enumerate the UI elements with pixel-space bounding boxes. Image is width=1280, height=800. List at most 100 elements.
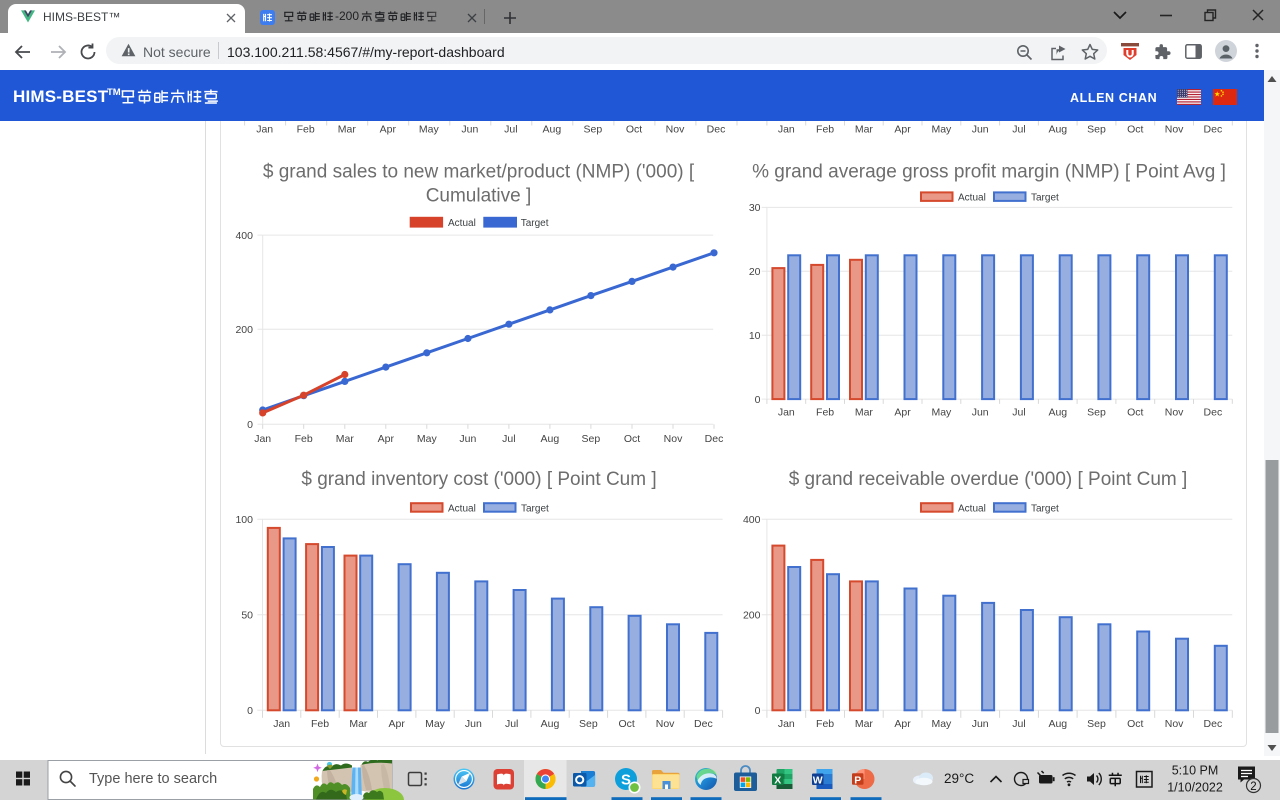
svg-text:Dec: Dec <box>707 123 726 135</box>
svg-text:50: 50 <box>241 610 253 622</box>
svg-text:Mar: Mar <box>855 407 874 419</box>
svg-text:Aug: Aug <box>541 433 560 445</box>
svg-text:Dec: Dec <box>705 433 724 445</box>
svg-text:Aug: Aug <box>1048 407 1067 419</box>
svg-text:200: 200 <box>743 610 761 622</box>
svg-text:200: 200 <box>235 324 253 336</box>
svg-text:Mar: Mar <box>349 718 368 730</box>
svg-text:Sep: Sep <box>1087 718 1106 730</box>
svg-text:Feb: Feb <box>295 433 313 445</box>
svg-text:Apr: Apr <box>378 433 395 445</box>
svg-text:Aug: Aug <box>1048 123 1067 135</box>
svg-text:Nov: Nov <box>656 718 675 730</box>
svg-text:Mar: Mar <box>855 718 874 730</box>
svg-text:Mar: Mar <box>336 433 355 445</box>
svg-text:Nov: Nov <box>666 123 685 135</box>
svg-text:Actual: Actual <box>958 503 986 514</box>
svg-text:P: P <box>854 774 861 786</box>
svg-text:Aug: Aug <box>541 718 560 730</box>
svg-text:Oct: Oct <box>1127 718 1143 730</box>
svg-text:Jun: Jun <box>972 407 989 419</box>
svg-text:% grand average gross profit m: % grand average gross profit margin (NMP… <box>752 161 1226 182</box>
svg-text:Dec: Dec <box>1204 407 1223 419</box>
svg-text:0: 0 <box>755 705 761 717</box>
svg-text:Jul: Jul <box>1012 407 1025 419</box>
svg-text:0: 0 <box>247 705 253 717</box>
svg-text:Feb: Feb <box>311 718 329 730</box>
svg-text:Dec: Dec <box>694 718 713 730</box>
svg-text:Feb: Feb <box>816 123 834 135</box>
svg-text:Target: Target <box>1031 193 1059 204</box>
svg-text:Nov: Nov <box>664 433 683 445</box>
svg-text:100: 100 <box>235 514 253 526</box>
svg-text:May: May <box>425 718 446 730</box>
svg-text:Jul: Jul <box>504 123 517 135</box>
svg-text:Actual: Actual <box>448 503 476 514</box>
svg-text:Sep: Sep <box>584 123 603 135</box>
svg-text:400: 400 <box>743 514 761 526</box>
svg-text:Cumulative ]: Cumulative ] <box>426 186 532 207</box>
svg-text:Jan: Jan <box>273 718 290 730</box>
svg-text:Jun: Jun <box>972 718 989 730</box>
svg-text:Apr: Apr <box>389 718 406 730</box>
svg-text:Type here to search: Type here to search <box>89 771 217 787</box>
svg-text:Feb: Feb <box>816 718 834 730</box>
svg-text:$ grand receivable overdue ('0: $ grand receivable overdue ('000) [ Poin… <box>789 469 1188 490</box>
svg-text:Nov: Nov <box>1165 718 1184 730</box>
svg-text:Mar: Mar <box>855 123 874 135</box>
svg-text:10: 10 <box>749 330 761 342</box>
svg-text:Jun: Jun <box>461 123 478 135</box>
svg-text:Actual: Actual <box>448 218 476 229</box>
svg-text:Jan: Jan <box>254 433 271 445</box>
svg-text:29°C: 29°C <box>944 771 974 786</box>
svg-text:W: W <box>813 775 823 787</box>
svg-text:$ grand inventory cost ('000): $ grand inventory cost ('000) [ Point Cu… <box>301 469 656 490</box>
svg-text:Jul: Jul <box>1012 718 1025 730</box>
svg-text:Mar: Mar <box>338 123 357 135</box>
svg-text:Apr: Apr <box>894 407 911 419</box>
svg-text:400: 400 <box>235 230 253 242</box>
svg-text:Target: Target <box>1031 503 1059 514</box>
svg-text:Aug: Aug <box>1048 718 1067 730</box>
svg-text:Aug: Aug <box>543 123 562 135</box>
svg-text:Jan: Jan <box>778 718 795 730</box>
svg-text:Dec: Dec <box>1204 123 1223 135</box>
svg-text:Jun: Jun <box>972 123 989 135</box>
svg-text:-200: -200 <box>335 9 359 23</box>
svg-text:Target: Target <box>521 503 549 514</box>
svg-text:Oct: Oct <box>1127 407 1143 419</box>
svg-text:Apr: Apr <box>894 123 911 135</box>
svg-text:Jul: Jul <box>505 718 518 730</box>
svg-text:Oct: Oct <box>624 433 640 445</box>
svg-text:Sep: Sep <box>1087 123 1106 135</box>
svg-text:May: May <box>419 123 440 135</box>
svg-text:2: 2 <box>1250 781 1256 793</box>
svg-text:May: May <box>931 123 952 135</box>
svg-text:May: May <box>417 433 438 445</box>
svg-text:Oct: Oct <box>619 718 635 730</box>
svg-text:1/10/2022: 1/10/2022 <box>1167 781 1223 795</box>
svg-text:Sep: Sep <box>582 433 601 445</box>
svg-text:Actual: Actual <box>958 193 986 204</box>
svg-text:30: 30 <box>749 202 761 214</box>
svg-text:0: 0 <box>247 419 253 431</box>
svg-text:Jul: Jul <box>502 433 515 445</box>
svg-text:Nov: Nov <box>1165 407 1184 419</box>
svg-text:S: S <box>621 772 631 789</box>
svg-text:$ grand sales to new market/pr: $ grand sales to new market/product (NMP… <box>263 161 695 182</box>
svg-text:Jun: Jun <box>465 718 482 730</box>
svg-text:Jan: Jan <box>778 407 795 419</box>
svg-text:Sep: Sep <box>579 718 598 730</box>
svg-text:May: May <box>931 718 952 730</box>
svg-text:X: X <box>774 775 781 787</box>
svg-text:Oct: Oct <box>626 123 642 135</box>
svg-text:May: May <box>931 407 952 419</box>
svg-text:Jan: Jan <box>256 123 273 135</box>
svg-text:Jul: Jul <box>1012 123 1025 135</box>
svg-text:Jan: Jan <box>778 123 795 135</box>
svg-text:Apr: Apr <box>380 123 397 135</box>
svg-text:20: 20 <box>749 266 761 278</box>
svg-text:Nov: Nov <box>1165 123 1184 135</box>
svg-text:Target: Target <box>521 218 549 229</box>
svg-text:Oct: Oct <box>1127 123 1143 135</box>
